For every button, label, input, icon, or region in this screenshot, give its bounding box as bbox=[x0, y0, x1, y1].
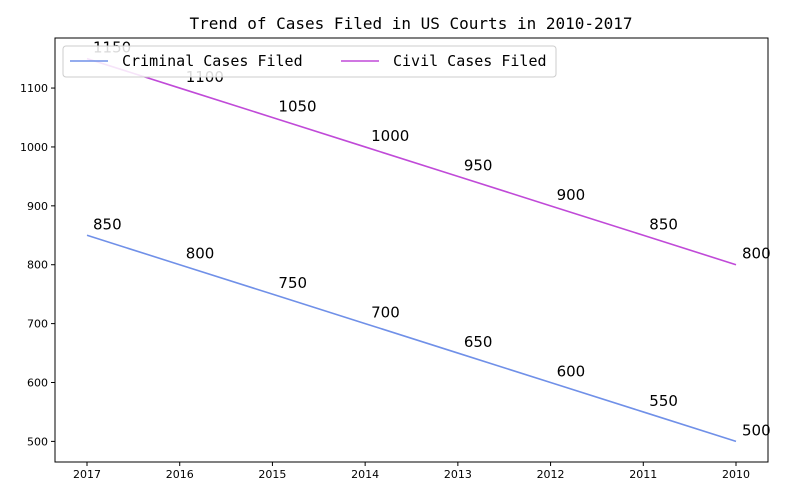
y-tick-label: 500 bbox=[27, 435, 48, 448]
data-label: 1000 bbox=[371, 127, 409, 145]
civil-cases-filed-line bbox=[86, 57, 737, 266]
x-axis-ticks: 2017 2016 2015 2014 2013 2012 2011 2010 bbox=[73, 462, 750, 481]
x-tick-label: 2011 bbox=[629, 468, 657, 481]
data-label: 700 bbox=[371, 304, 400, 322]
data-label: 1050 bbox=[278, 98, 316, 116]
x-tick-label: 2015 bbox=[258, 468, 286, 481]
data-labels: 8508007507006506005505001150110010501000… bbox=[93, 39, 771, 440]
data-label: 800 bbox=[742, 245, 771, 263]
x-tick-label: 2017 bbox=[73, 468, 101, 481]
series-lines bbox=[86, 57, 737, 443]
data-label: 750 bbox=[278, 274, 307, 292]
y-tick-label: 1000 bbox=[20, 141, 48, 154]
legend-label: Criminal Cases Filed bbox=[122, 52, 303, 70]
data-label: 600 bbox=[557, 363, 586, 381]
y-axis-ticks: 500 600 700 800 900 1000 1100 bbox=[20, 82, 55, 448]
chart-title: Trend of Cases Filed in US Courts in 201… bbox=[189, 14, 632, 33]
data-label: 850 bbox=[93, 215, 122, 233]
y-tick-label: 900 bbox=[27, 200, 48, 213]
legend-label: Civil Cases Filed bbox=[393, 52, 547, 70]
legend: Criminal Cases Filed Civil Cases Filed bbox=[62, 45, 557, 78]
y-tick-label: 600 bbox=[27, 377, 48, 390]
data-label: 650 bbox=[464, 333, 493, 351]
data-label: 850 bbox=[649, 215, 678, 233]
data-label: 500 bbox=[742, 421, 771, 439]
data-label: 950 bbox=[464, 156, 493, 174]
data-label: 800 bbox=[186, 245, 215, 263]
legend-box bbox=[62, 45, 557, 78]
y-tick-label: 1100 bbox=[20, 82, 48, 95]
x-tick-label: 2014 bbox=[351, 468, 379, 481]
data-label: 900 bbox=[557, 186, 586, 204]
plot-area-frame bbox=[54, 37, 769, 463]
y-tick-label: 700 bbox=[27, 318, 48, 331]
x-tick-label: 2010 bbox=[722, 468, 750, 481]
x-tick-label: 2013 bbox=[444, 468, 472, 481]
y-tick-label: 800 bbox=[27, 259, 48, 272]
criminal-cases-filed-line bbox=[86, 234, 737, 443]
data-label: 550 bbox=[649, 392, 678, 410]
x-tick-label: 2012 bbox=[537, 468, 565, 481]
x-tick-label: 2016 bbox=[166, 468, 194, 481]
